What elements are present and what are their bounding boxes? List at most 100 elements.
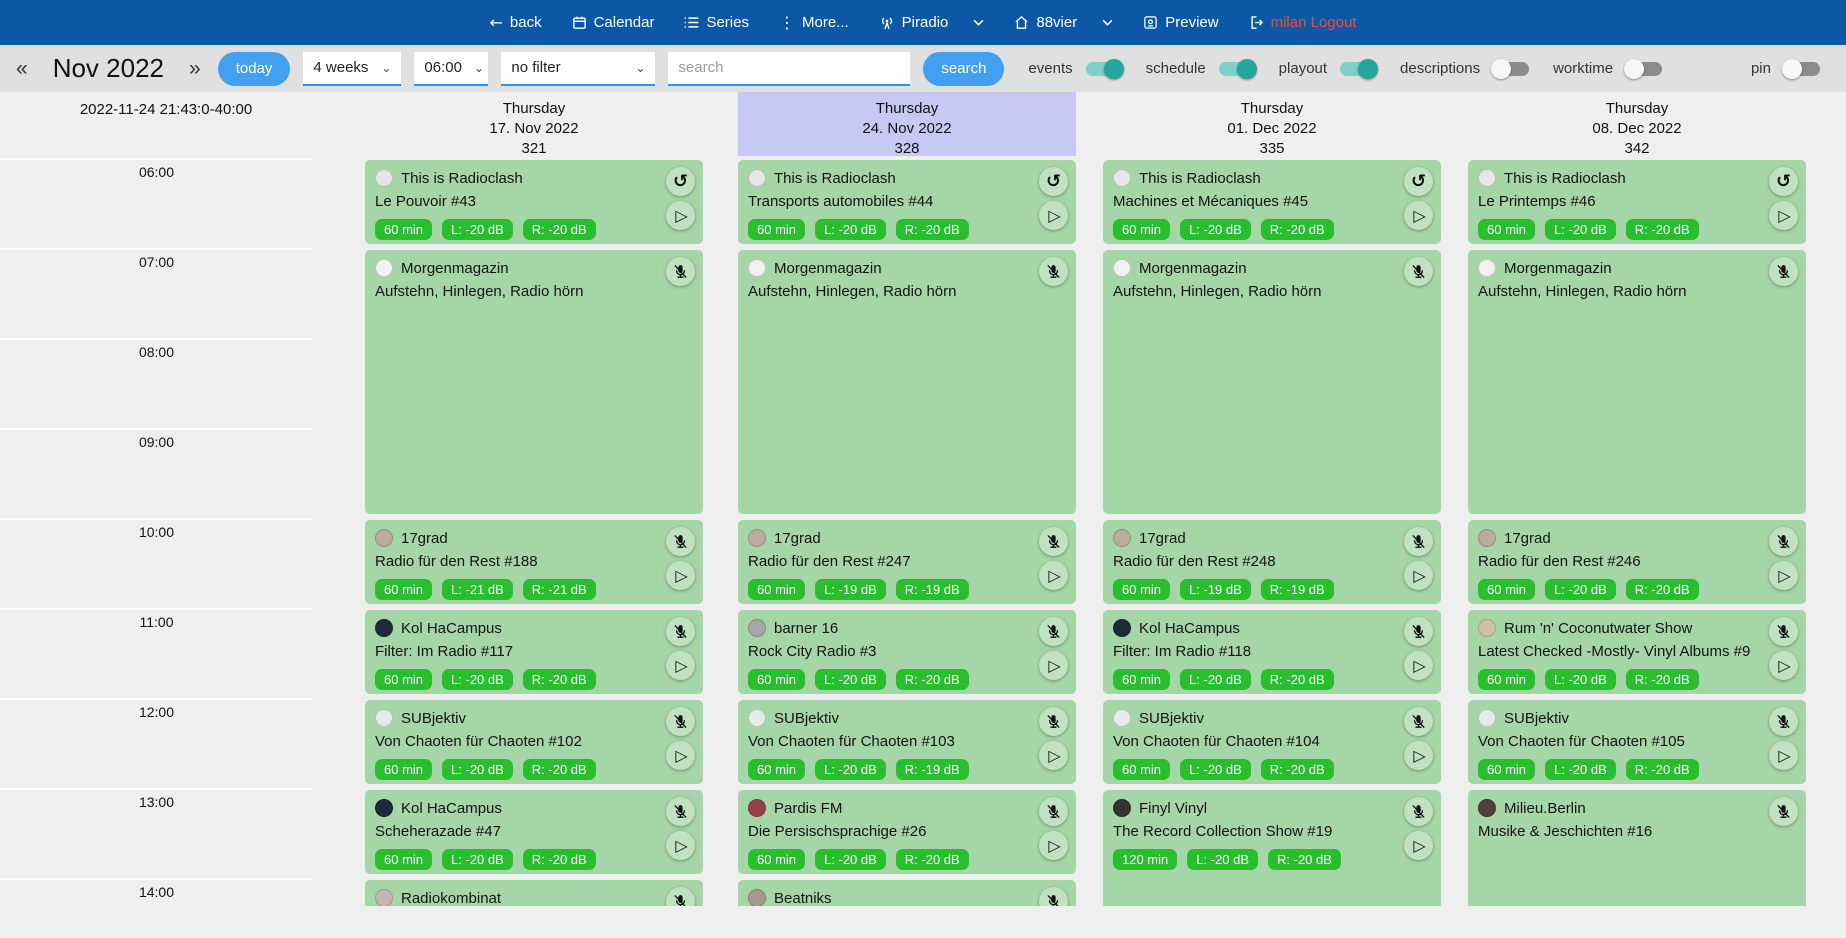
play-button[interactable]: ▷ (1769, 561, 1798, 590)
event-card[interactable]: Pardis FM Die Persischsprachige #26 60 m… (738, 790, 1076, 874)
day-header[interactable]: Thursday 08. Dec 2022 342 (1468, 92, 1806, 157)
event-card[interactable]: 17grad Radio für den Rest #248 60 min L: … (1103, 520, 1441, 604)
search-button[interactable]: search (923, 51, 1005, 86)
mic-muted-button[interactable] (666, 887, 695, 906)
day-header[interactable]: Thursday 01. Dec 2022 335 (1103, 92, 1441, 157)
event-card[interactable]: This is Radioclash Transports automobile… (738, 160, 1076, 244)
filter-select[interactable]: no filter ⌄ (501, 51, 656, 86)
mic-muted-button[interactable] (1404, 707, 1433, 736)
event-card[interactable]: SUBjektiv Von Chaoten für Chaoten #104 6… (1103, 700, 1441, 784)
nav-series[interactable]: Series (684, 14, 749, 31)
schedule-toggle[interactable] (1218, 58, 1257, 79)
event-card[interactable]: Milieu.Berlin Musike & Jeschichten #16 (1468, 790, 1806, 906)
event-card[interactable]: 17grad Radio für den Rest #188 60 min L: … (365, 520, 703, 604)
chevron-down-icon[interactable] (973, 19, 984, 26)
event-card[interactable]: SUBjektiv Von Chaoten für Chaoten #103 6… (738, 700, 1076, 784)
day-header[interactable]: Thursday 24. Nov 2022 328 (738, 92, 1076, 157)
event-card[interactable]: SUBjektiv Von Chaoten für Chaoten #105 6… (1468, 700, 1806, 784)
mic-muted-button[interactable] (1404, 257, 1433, 286)
today-button[interactable]: today (217, 51, 291, 86)
event-card[interactable]: Kol HaCampus Filter: Im Radio #117 60 mi… (365, 610, 703, 694)
event-card[interactable]: Beatniks (738, 880, 1076, 906)
replay-button[interactable]: ↺ (1039, 167, 1068, 196)
day-header[interactable]: Thursday 17. Nov 2022 321 (365, 92, 703, 157)
mic-muted-button[interactable] (1769, 617, 1798, 646)
play-button[interactable]: ▷ (1039, 651, 1068, 680)
play-button[interactable]: ▷ (1039, 201, 1068, 230)
event-card[interactable]: This is Radioclash Le Printemps #46 60 m… (1468, 160, 1806, 244)
mic-muted-button[interactable] (1039, 887, 1068, 906)
event-card[interactable]: SUBjektiv Von Chaoten für Chaoten #102 6… (365, 700, 703, 784)
range-select[interactable]: 4 weeks ⌄ (303, 51, 402, 86)
play-button[interactable]: ▷ (1769, 651, 1798, 680)
mic-muted-button[interactable] (1769, 797, 1798, 826)
worktime-toggle[interactable] (1624, 58, 1663, 79)
event-card[interactable]: Morgenmagazin Aufstehn, Hinlegen, Radio … (365, 250, 703, 514)
mic-muted-button[interactable] (1039, 617, 1068, 646)
start-time-select[interactable]: 06:00 ⌄ (414, 51, 489, 86)
event-card[interactable]: 17grad Radio für den Rest #247 60 min L: … (738, 520, 1076, 604)
descriptions-toggle[interactable] (1491, 58, 1530, 79)
play-button[interactable]: ▷ (1404, 561, 1433, 590)
back-button[interactable]: ← back (489, 14, 541, 31)
mic-muted-button[interactable] (1039, 257, 1068, 286)
play-button[interactable]: ▷ (1039, 561, 1068, 590)
event-card[interactable]: Morgenmagazin Aufstehn, Hinlegen, Radio … (738, 250, 1076, 514)
nav-more[interactable]: ⋮ More... (779, 14, 849, 31)
nav-piradio[interactable]: Piradio (879, 14, 985, 31)
mic-muted-button[interactable] (1769, 527, 1798, 556)
chevron-down-icon[interactable] (1102, 19, 1113, 26)
event-card[interactable]: Kol HaCampus Scheherazade #47 60 min L: -… (365, 790, 703, 874)
event-card[interactable]: Morgenmagazin Aufstehn, Hinlegen, Radio … (1468, 250, 1806, 514)
play-button[interactable]: ▷ (1404, 831, 1433, 860)
play-button[interactable]: ▷ (1404, 741, 1433, 770)
mic-muted-button[interactable] (666, 797, 695, 826)
event-card[interactable]: Kol HaCampus Filter: Im Radio #118 60 mi… (1103, 610, 1441, 694)
mic-muted-button[interactable] (666, 257, 695, 286)
mic-muted-button[interactable] (1039, 797, 1068, 826)
play-button[interactable]: ▷ (1769, 201, 1798, 230)
event-card[interactable]: barner 16 Rock City Radio #3 60 min L: -2… (738, 610, 1076, 694)
nav-station[interactable]: 88vier (1014, 14, 1113, 31)
nav-preview[interactable]: Preview (1143, 14, 1219, 31)
pin-toggle[interactable] (1782, 58, 1820, 79)
mic-muted-button[interactable] (1769, 257, 1798, 286)
logout-button[interactable]: milan Logout (1249, 14, 1357, 31)
mic-muted-button[interactable] (666, 527, 695, 556)
events-toggle[interactable] (1085, 58, 1124, 79)
event-card[interactable]: 17grad Radio für den Rest #246 60 min L: … (1468, 520, 1806, 604)
mic-muted-button[interactable] (1404, 617, 1433, 646)
play-button[interactable]: ▷ (666, 561, 695, 590)
play-button[interactable]: ▷ (1039, 831, 1068, 860)
replay-button[interactable]: ↺ (1404, 167, 1433, 196)
mic-muted-button[interactable] (666, 617, 695, 646)
mic-muted-button[interactable] (1039, 707, 1068, 736)
nav-calendar[interactable]: Calendar (572, 14, 654, 31)
play-button[interactable]: ▷ (666, 651, 695, 680)
replay-button[interactable]: ↺ (1769, 167, 1798, 196)
play-button[interactable]: ▷ (1404, 651, 1433, 680)
prev-month-button[interactable]: « (12, 57, 32, 81)
play-button[interactable]: ▷ (666, 831, 695, 860)
search-input[interactable] (668, 51, 911, 86)
mic-muted-button[interactable] (1404, 527, 1433, 556)
event-card[interactable]: Finyl Vinyl The Record Collection Show #… (1103, 790, 1441, 906)
event-card[interactable]: Radiokombinat (365, 880, 703, 906)
mic-muted-button[interactable] (1769, 707, 1798, 736)
play-button[interactable]: ▷ (1404, 201, 1433, 230)
event-card[interactable]: Rum 'n' Coconutwater Show Latest Checked… (1468, 610, 1806, 694)
playout-toggle[interactable] (1340, 58, 1379, 79)
play-button[interactable]: ▷ (666, 201, 695, 230)
play-button[interactable]: ▷ (666, 741, 695, 770)
event-card[interactable]: Morgenmagazin Aufstehn, Hinlegen, Radio … (1103, 250, 1441, 514)
next-month-button[interactable]: » (185, 57, 205, 81)
play-button[interactable]: ▷ (1039, 741, 1068, 770)
mic-muted-button[interactable] (666, 707, 695, 736)
play-button[interactable]: ▷ (1769, 741, 1798, 770)
event-card[interactable]: This is Radioclash Le Pouvoir #43 60 min… (365, 160, 703, 244)
mic-muted-button[interactable] (1404, 797, 1433, 826)
event-card[interactable]: This is Radioclash Machines et Mécanique… (1103, 160, 1441, 244)
replay-button[interactable]: ↺ (666, 167, 695, 196)
episode-title: Musike & Jeschichten #16 (1478, 823, 1653, 840)
mic-muted-button[interactable] (1039, 527, 1068, 556)
